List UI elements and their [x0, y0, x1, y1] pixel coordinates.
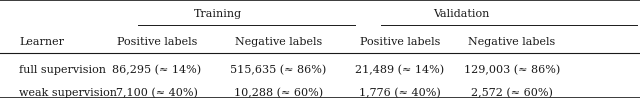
Text: Positive labels: Positive labels	[360, 37, 440, 47]
Text: 129,003 (≈ 86%): 129,003 (≈ 86%)	[464, 65, 560, 75]
Text: Negative labels: Negative labels	[235, 37, 322, 47]
Text: Validation: Validation	[433, 9, 489, 19]
Text: weak supervision: weak supervision	[19, 88, 117, 98]
Text: full supervision: full supervision	[19, 65, 106, 75]
Text: 7,100 (≈ 40%): 7,100 (≈ 40%)	[116, 88, 198, 98]
Text: Positive labels: Positive labels	[116, 37, 197, 47]
Text: Negative labels: Negative labels	[468, 37, 556, 47]
Text: 86,295 (≈ 14%): 86,295 (≈ 14%)	[112, 65, 202, 75]
Text: Training: Training	[193, 9, 242, 19]
Text: 21,489 (≈ 14%): 21,489 (≈ 14%)	[355, 65, 445, 75]
Text: 2,572 (≈ 60%): 2,572 (≈ 60%)	[471, 88, 553, 98]
Text: 1,776 (≈ 40%): 1,776 (≈ 40%)	[359, 88, 441, 98]
Text: Learner: Learner	[19, 37, 64, 47]
Text: 10,288 (≈ 60%): 10,288 (≈ 60%)	[234, 88, 323, 98]
Text: 515,635 (≈ 86%): 515,635 (≈ 86%)	[230, 65, 326, 75]
